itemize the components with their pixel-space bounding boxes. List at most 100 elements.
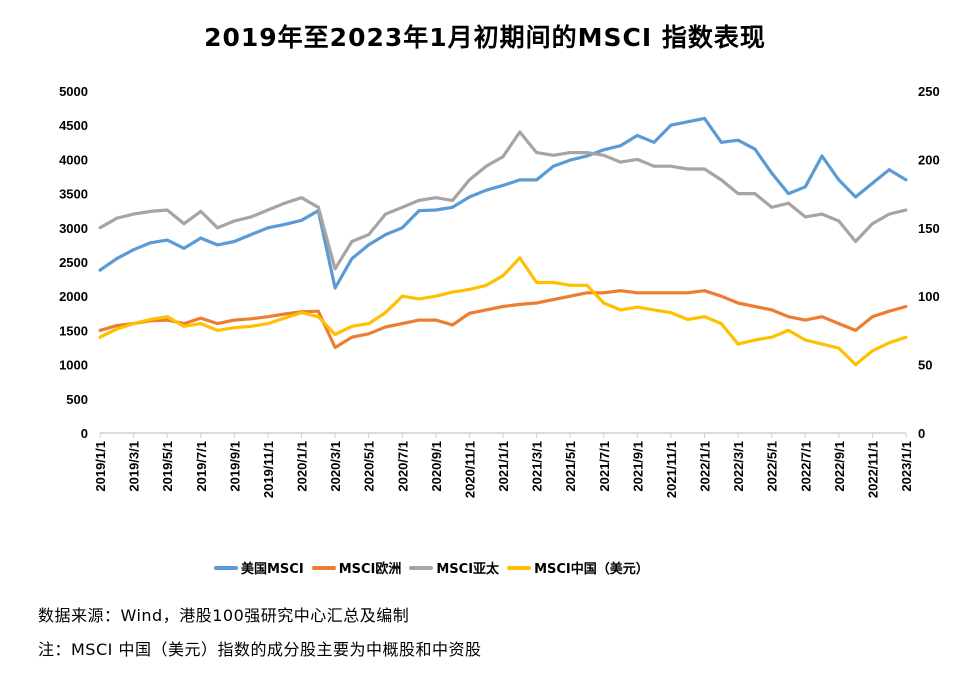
data-point <box>686 291 690 295</box>
x-axis-tick-label: 2020/7/1 <box>395 441 410 492</box>
x-axis-tick-label: 2020/11/1 <box>462 441 477 498</box>
data-point <box>249 233 253 237</box>
x-axis-tick-label: 2022/1/1 <box>698 441 713 492</box>
x-axis-tick-label: 2022/9/1 <box>832 441 847 492</box>
x-axis-tick-label: 2021/9/1 <box>630 441 645 492</box>
data-point <box>182 222 186 226</box>
data-point <box>736 192 740 196</box>
data-point <box>887 309 891 313</box>
data-point <box>434 208 438 212</box>
data-point <box>266 226 270 230</box>
data-point <box>501 304 505 308</box>
right-axis-tick-label: 150 <box>918 221 940 236</box>
data-point <box>467 287 471 291</box>
data-point <box>132 322 136 326</box>
x-axis-tick-label: 2019/1/1 <box>93 441 108 492</box>
data-point <box>484 164 488 168</box>
data-point <box>249 324 253 328</box>
right-axis-tick-label: 200 <box>918 152 940 167</box>
x-axis-tick-label: 2019/5/1 <box>160 441 175 492</box>
data-point <box>803 215 807 219</box>
data-point <box>367 243 371 247</box>
data-point <box>669 164 673 168</box>
data-point <box>535 301 539 305</box>
x-axis-tick-label: 2019/11/1 <box>261 441 276 498</box>
data-point <box>367 233 371 237</box>
data-point <box>770 171 774 175</box>
data-point <box>451 205 455 209</box>
x-axis-tick-label: 2020/1/1 <box>295 441 310 492</box>
legend-swatch-europe <box>311 565 336 570</box>
data-point <box>770 205 774 209</box>
data-point <box>719 294 723 298</box>
data-point <box>316 205 320 209</box>
left-axis-tick-label: 5000 <box>59 84 88 99</box>
data-point <box>602 148 606 152</box>
data-point <box>367 322 371 326</box>
data-point <box>753 147 757 151</box>
data-point <box>619 308 623 312</box>
data-point <box>283 201 287 205</box>
left-axis-tick-label: 3500 <box>59 187 88 202</box>
data-point <box>703 167 706 171</box>
data-point <box>803 318 807 322</box>
left-axis-tick-label: 4000 <box>59 152 88 167</box>
data-point <box>736 301 740 305</box>
legend: 美国MSCI MSCI欧洲 MSCI亚太 MSCI中国（美元） <box>214 558 649 577</box>
x-axis-tick-label: 2021/3/1 <box>530 441 545 492</box>
left-axis-tick-label: 2500 <box>59 255 88 270</box>
data-point <box>98 268 102 272</box>
data-point <box>820 212 824 216</box>
data-point <box>854 328 858 332</box>
source-note: 数据来源：Wind，港股100强研究中心汇总及编制 <box>38 606 410 625</box>
legend-label: 美国MSCI <box>241 562 304 577</box>
data-point <box>551 298 555 302</box>
data-point <box>467 195 471 199</box>
data-point <box>837 219 841 223</box>
x-axis-tick-label: 2020/3/1 <box>328 441 343 492</box>
data-point <box>165 238 169 242</box>
data-point <box>417 198 421 202</box>
data-point <box>283 222 287 226</box>
x-axis-tick-label: 2022/7/1 <box>798 441 813 492</box>
data-point <box>870 222 874 226</box>
data-point <box>400 322 404 326</box>
data-point <box>602 153 606 157</box>
data-point <box>350 257 354 261</box>
legend-swatch-china <box>507 565 532 570</box>
data-point <box>535 178 539 182</box>
data-point <box>635 133 639 137</box>
data-point <box>820 342 824 346</box>
right-axis-tick-label: 50 <box>918 358 932 373</box>
data-point <box>216 328 220 332</box>
data-point <box>467 311 471 315</box>
data-point <box>484 188 488 192</box>
data-point <box>585 154 589 158</box>
data-point <box>686 167 690 171</box>
data-point <box>434 318 438 322</box>
data-point <box>820 315 824 319</box>
data-point <box>148 241 152 245</box>
right-axis-tick-label: 100 <box>918 289 940 304</box>
data-point <box>736 342 740 346</box>
legend-item-us: 美国MSCI <box>214 558 304 577</box>
data-point <box>602 291 606 295</box>
x-axis-tick-label: 2021/7/1 <box>597 441 612 492</box>
data-point <box>98 328 102 332</box>
legend-label: MSCI亚太 <box>436 562 500 577</box>
data-point <box>367 332 371 336</box>
x-axis-tick-label: 2022/5/1 <box>765 441 780 492</box>
legend-swatch-us <box>214 565 238 570</box>
data-point <box>904 178 908 182</box>
data-point <box>300 311 303 315</box>
data-point <box>115 216 119 220</box>
left-axis-tick-label: 1000 <box>59 358 88 373</box>
data-point <box>551 153 555 157</box>
data-point <box>316 309 320 313</box>
data-point <box>703 289 706 293</box>
data-point <box>837 346 841 350</box>
data-point <box>451 290 455 294</box>
data-point <box>820 154 824 158</box>
data-point <box>216 322 220 326</box>
data-point <box>669 291 673 295</box>
